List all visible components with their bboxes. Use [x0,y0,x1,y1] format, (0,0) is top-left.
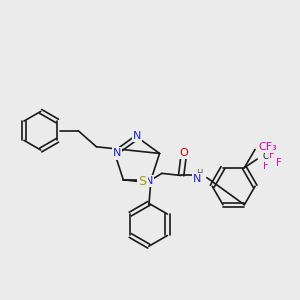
Text: N: N [133,131,141,141]
Text: C: C [263,152,269,161]
Text: H: H [196,169,203,178]
Text: S: S [139,176,147,188]
Text: N: N [145,176,153,186]
Text: CF₃: CF₃ [259,142,277,152]
Text: F: F [276,158,281,168]
Text: F: F [269,150,275,160]
Text: N: N [113,148,121,158]
Text: O: O [179,148,188,158]
Text: N: N [193,174,201,184]
Text: F: F [263,160,268,170]
